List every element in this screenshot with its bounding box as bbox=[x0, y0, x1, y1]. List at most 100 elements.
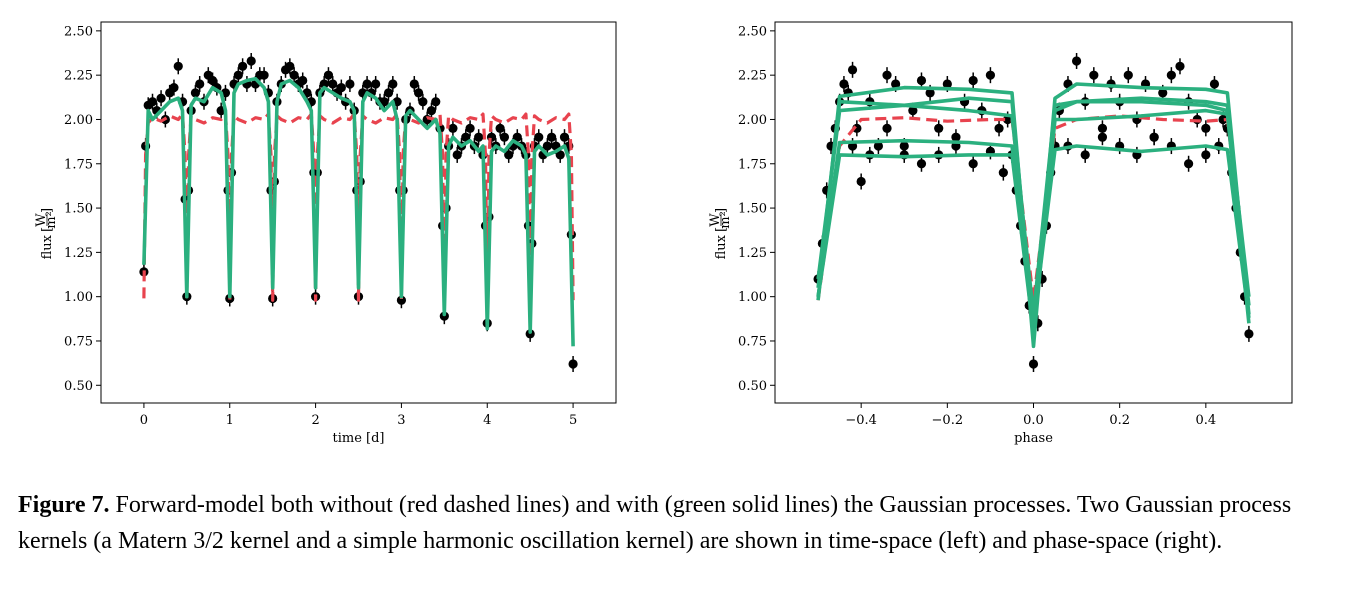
chart-1-data-point bbox=[873, 141, 884, 151]
chart-0-y-axis-label-denominator: m² bbox=[44, 211, 59, 229]
chart-0-data-point bbox=[259, 70, 269, 80]
chart-1-data-point bbox=[1166, 70, 1176, 80]
chart-1-data-point bbox=[951, 132, 961, 142]
chart-0-forward-model-line bbox=[142, 112, 575, 302]
chart-1-y-axis-label-bracket-close: ] bbox=[714, 208, 729, 213]
chart-0-data-point bbox=[559, 132, 570, 142]
figure-caption: Figure 7. Forward-model both without (re… bbox=[18, 487, 1343, 559]
chart-1-data-point bbox=[1244, 329, 1254, 339]
chart-1-data-point bbox=[1158, 88, 1168, 98]
chart-1-x-tick-label: 0.0 bbox=[1023, 413, 1044, 428]
chart-1-data-point bbox=[925, 88, 935, 98]
chart-0-data-point bbox=[486, 132, 497, 142]
chart-0-data-point bbox=[336, 82, 346, 93]
chart-1-data-point bbox=[891, 79, 901, 89]
chart-0-axes-frame bbox=[100, 21, 617, 404]
chart-1-y-tick-label: 2.50 bbox=[738, 24, 767, 39]
chart-0-data-point bbox=[173, 61, 183, 71]
chart-1-data-point bbox=[1097, 132, 1108, 142]
chart-0-x-tick-label: 4 bbox=[483, 413, 491, 428]
chart-0-data-point bbox=[323, 70, 334, 80]
chart-0-y-axis-label-main: flux bbox=[40, 234, 55, 259]
chart-0-data-point bbox=[534, 132, 544, 142]
chart-0-y-tick-label: 1.25 bbox=[64, 246, 93, 261]
chart-0-x-tick-label: 5 bbox=[569, 413, 577, 428]
chart-1-y-tick-label: 1.50 bbox=[738, 202, 767, 217]
chart-0-data-point bbox=[285, 61, 295, 71]
right-chart-phase-space: −0.4 −0.2 0.0 0.2 0.4 0.50 0.75 1.00 1.25 1.50 1.7… bbox=[708, 21, 1293, 446]
chart-1-y-axis-label-main: flux bbox=[714, 234, 729, 259]
chart-0-data-point bbox=[547, 132, 557, 142]
chart-0-data-point bbox=[568, 359, 578, 369]
chart-1-y-axis-label-numerator: W bbox=[708, 213, 723, 227]
chart-1-x-tick-label: −0.2 bbox=[932, 413, 964, 428]
chart-0-x-tick-label: 2 bbox=[311, 413, 319, 428]
chart-0-data-point bbox=[345, 79, 355, 89]
chart-0-y-tick-label: 2.50 bbox=[64, 24, 93, 39]
chart-1-data-point bbox=[1175, 61, 1185, 71]
chart-1-data-point bbox=[1123, 70, 1133, 80]
chart-0-y-tick-label: 2.00 bbox=[64, 113, 93, 128]
chart-1-data-point bbox=[1071, 56, 1082, 66]
chart-1-data-point bbox=[899, 141, 909, 151]
figure: 0 1 2 3 4 5 0.50 0.75 1.00 1.25 1.50 1.75 2.00 2.25 2.… bbox=[34, 21, 1293, 446]
chart-1-y-axis-label-bracket-open: [ bbox=[714, 227, 729, 232]
chart-0-y-axis-label: flux [Wm²] bbox=[34, 208, 59, 259]
chart-1-data-point bbox=[934, 123, 944, 133]
chart-0-data-point bbox=[169, 82, 179, 93]
chart-0-data-point bbox=[542, 141, 552, 151]
chart-0-data-point bbox=[195, 79, 205, 89]
chart-0-data-point bbox=[156, 93, 166, 103]
chart-1-data-point bbox=[942, 79, 952, 89]
chart-0-data-point bbox=[379, 97, 389, 107]
chart-0-data-point bbox=[431, 97, 441, 107]
chart-0-y-tick-label: 0.75 bbox=[64, 334, 93, 349]
chart-0-data-point bbox=[512, 132, 522, 142]
chart-0-data-point bbox=[383, 88, 394, 98]
chart-0-data-point bbox=[371, 79, 381, 89]
chart-0-data-point bbox=[190, 88, 201, 98]
chart-1-y-tick-label: 2.00 bbox=[738, 113, 767, 128]
chart-0-data-point bbox=[388, 79, 398, 89]
chart-0-x-axis-label: time [d] bbox=[333, 431, 385, 446]
chart-0-data-point bbox=[396, 295, 407, 305]
chart-1-data-point bbox=[847, 65, 858, 75]
chart-0-y-tick-label: 2.25 bbox=[64, 69, 93, 84]
chart-1-data-point bbox=[998, 168, 1008, 178]
chart-0-data-point bbox=[328, 79, 338, 89]
chart-1-y-tick-label: 0.50 bbox=[738, 379, 767, 394]
chart-1-data-point bbox=[968, 75, 978, 86]
chart-0-x-tick-label: 1 bbox=[226, 413, 234, 428]
chart-0-data-point bbox=[474, 132, 484, 142]
chart-0-data-point bbox=[461, 132, 471, 142]
chart-1-y-axis-label-denominator: m² bbox=[718, 211, 733, 229]
caption-text: Forward-model both without (red dashed l… bbox=[18, 492, 1292, 554]
chart-1-forward-model-line bbox=[816, 114, 1251, 302]
chart-0-y-tick-label: 1.00 bbox=[64, 290, 93, 305]
chart-1-data-point bbox=[994, 123, 1004, 133]
chart-1-data-point bbox=[968, 159, 978, 169]
chart-1-data-point bbox=[916, 159, 927, 169]
chart-1-data-point bbox=[1218, 114, 1228, 125]
chart-0-data-point bbox=[362, 79, 372, 89]
chart-0-data-point bbox=[246, 56, 256, 66]
chart-1-data-point bbox=[1149, 132, 1159, 142]
chart-1-data-point bbox=[856, 176, 866, 187]
chart-0-y-tick-label: 1.75 bbox=[64, 157, 93, 172]
chart-0-data-point bbox=[238, 61, 248, 71]
chart-1-x-tick-label: 0.2 bbox=[1109, 413, 1130, 428]
chart-1-data-point bbox=[1097, 123, 1108, 133]
chart-1-data-point bbox=[1201, 150, 1211, 160]
chart-0-y-axis-label-bracket-open: [ bbox=[40, 227, 55, 232]
chart-1-data-point bbox=[1089, 70, 1099, 80]
chart-1-y-tick-label: 1.00 bbox=[738, 290, 767, 305]
chart-1-data-point bbox=[1209, 79, 1220, 89]
chart-1-data-point bbox=[985, 70, 996, 80]
caption-label: Figure 7. bbox=[18, 492, 110, 518]
chart-0-data-point bbox=[499, 132, 510, 142]
chart-0-data-point bbox=[207, 75, 218, 86]
chart-0-data-point bbox=[504, 150, 514, 160]
chart-0-y-axis-label-numerator: W bbox=[34, 213, 49, 227]
chart-1-x-axis-label: phase bbox=[1014, 431, 1053, 446]
chart-1-data-point bbox=[1184, 159, 1194, 169]
